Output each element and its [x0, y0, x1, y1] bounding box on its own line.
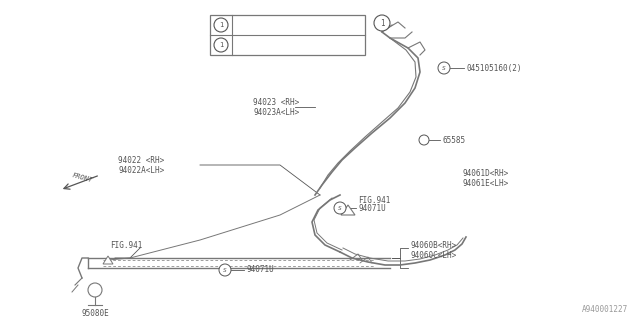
- Circle shape: [419, 135, 429, 145]
- Text: FRONT: FRONT: [71, 172, 93, 184]
- Polygon shape: [341, 205, 355, 215]
- Text: FIG.941: FIG.941: [110, 241, 142, 250]
- Circle shape: [438, 62, 450, 74]
- Text: 1: 1: [380, 19, 384, 28]
- Text: 86387 < -E0601>: 86387 < -E0601>: [236, 20, 305, 29]
- Circle shape: [88, 283, 102, 297]
- Text: 95080E: 95080E: [81, 308, 109, 317]
- Circle shape: [374, 15, 390, 31]
- Text: 1: 1: [219, 42, 223, 48]
- FancyBboxPatch shape: [210, 15, 365, 55]
- Text: S: S: [223, 268, 227, 273]
- Text: 94061D<RH>: 94061D<RH>: [462, 169, 508, 178]
- Text: S: S: [338, 205, 342, 211]
- Text: 94060C<LH>: 94060C<LH>: [410, 251, 456, 260]
- Text: A940001227: A940001227: [582, 305, 628, 314]
- Text: S: S: [442, 66, 446, 70]
- Text: 94023A<LH>: 94023A<LH>: [253, 108, 300, 116]
- Text: 94061E<LH>: 94061E<LH>: [462, 179, 508, 188]
- Circle shape: [334, 202, 346, 214]
- Circle shape: [214, 18, 228, 32]
- Text: 94022A<LH>: 94022A<LH>: [118, 165, 164, 174]
- Text: 94022 <RH>: 94022 <RH>: [118, 156, 164, 164]
- Text: 045105160(2): 045105160(2): [466, 63, 522, 73]
- Text: 94071U: 94071U: [246, 266, 274, 275]
- Text: 65585: 65585: [442, 135, 465, 145]
- Circle shape: [214, 38, 228, 52]
- Text: 1: 1: [219, 22, 223, 28]
- Text: 94071U: 94071U: [358, 204, 386, 212]
- Text: 94060B<RH>: 94060B<RH>: [410, 241, 456, 250]
- Text: 94023 <RH>: 94023 <RH>: [253, 98, 300, 107]
- Text: 84985B<E0601- >: 84985B<E0601- >: [236, 41, 305, 50]
- Circle shape: [219, 264, 231, 276]
- Polygon shape: [103, 256, 113, 264]
- Text: FIG.941: FIG.941: [358, 196, 390, 204]
